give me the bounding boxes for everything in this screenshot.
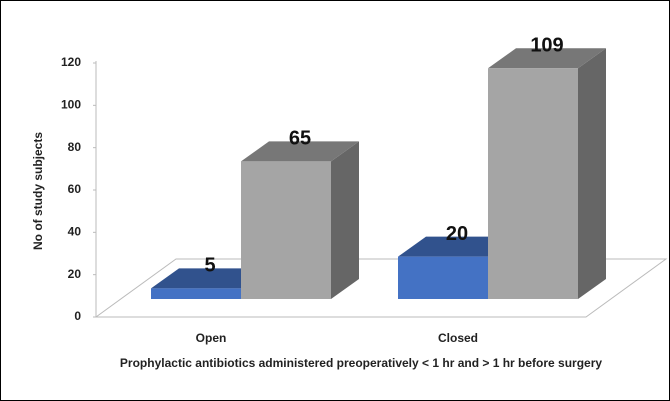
y-axis-label: No of study subjects: [31, 132, 45, 250]
value-label: 65: [289, 128, 311, 150]
y-tick-label: 0: [74, 309, 81, 323]
bar-front: [488, 68, 578, 300]
bar-top: [241, 141, 359, 162]
y-tick-label: 20: [68, 267, 82, 281]
bar-top: [151, 268, 269, 289]
bar-top: [488, 48, 606, 69]
bar-front: [398, 256, 488, 299]
y-tick-label: 120: [61, 55, 81, 69]
bar: [488, 48, 606, 300]
bar-side: [331, 141, 359, 299]
bar-front: [241, 161, 331, 299]
value-label: 109: [530, 35, 563, 57]
bar-top: [398, 236, 516, 257]
floor: [94, 258, 668, 318]
y-tick-label: 60: [68, 182, 82, 196]
bar-side: [578, 48, 606, 300]
x-axis-label: Prophylactic antibiotics administered pr…: [41, 354, 669, 372]
x-tick-label: Closed: [438, 331, 478, 345]
bar-front: [151, 288, 241, 299]
y-tick-label: 100: [61, 98, 81, 112]
x-tick-label: Open: [196, 331, 227, 345]
y-tick-label: 40: [68, 225, 82, 239]
x-axis-label-text: Prophylactic antibiotics administered pr…: [119, 356, 603, 370]
bar: [241, 141, 359, 299]
value-label: 20: [446, 223, 468, 245]
y-tick-label: 80: [68, 140, 82, 154]
value-label: 5: [204, 255, 215, 277]
